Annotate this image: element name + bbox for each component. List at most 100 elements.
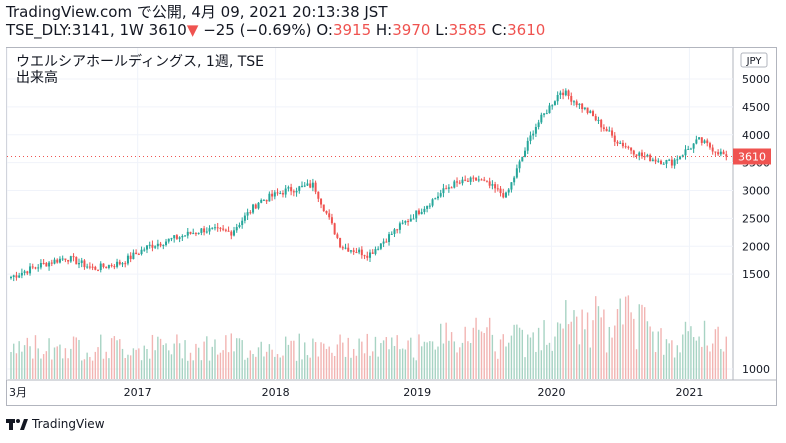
candle-body [208, 228, 211, 232]
candle-body [178, 237, 181, 239]
candle-body [404, 221, 407, 223]
volume-bar [298, 333, 300, 379]
candle-body [708, 143, 711, 148]
candle-body [695, 139, 698, 144]
footer-brand[interactable]: TradingView [32, 417, 105, 431]
candle-body [480, 179, 483, 181]
candle-body [450, 187, 453, 189]
volume-bar [516, 324, 518, 379]
candle-body [303, 185, 306, 187]
volume-bar [497, 358, 499, 379]
candle-body [287, 187, 290, 189]
candle-body [15, 275, 18, 278]
volume-bar [121, 348, 124, 379]
candle-body [265, 199, 268, 202]
volume-bar [396, 335, 398, 379]
candle-body [684, 149, 687, 156]
candle-body [485, 180, 488, 182]
volume-bar [70, 348, 72, 379]
volume-bar [222, 350, 224, 379]
volume-bar [611, 337, 613, 379]
candle-body [611, 130, 614, 136]
candle-body [676, 159, 679, 161]
open-label: O: [316, 21, 333, 39]
candle-body [121, 263, 124, 265]
candle-body [10, 276, 12, 279]
price-badge [733, 148, 771, 165]
candle-body [339, 237, 342, 248]
candle-body [570, 95, 573, 102]
volume-bar [605, 352, 608, 379]
volume-bar [336, 344, 339, 379]
candle-body [276, 192, 279, 194]
candle-body [181, 236, 184, 238]
volume-bar [393, 345, 396, 379]
volume-bar [535, 351, 537, 379]
candle-body [559, 92, 562, 95]
volume-bar [301, 359, 303, 379]
candle-body [494, 184, 497, 189]
candle-body [515, 168, 518, 178]
candle-body [148, 244, 151, 246]
volume-bar [195, 343, 197, 379]
volume-bar [197, 347, 200, 379]
volume-bar [456, 352, 458, 379]
candle-body [151, 244, 154, 248]
candle-body [426, 205, 429, 209]
candle-body [662, 163, 665, 165]
volume-bar [342, 342, 344, 379]
volume-bar [241, 340, 243, 379]
volume-bar [325, 348, 328, 379]
candle-body [632, 150, 635, 155]
volume-bar [42, 354, 45, 379]
volume-bar [363, 353, 366, 379]
volume-bar [524, 357, 526, 379]
candle-body [42, 262, 45, 264]
volume-bar [282, 355, 284, 379]
volume-bar [102, 358, 105, 379]
candle-body [374, 249, 377, 254]
candle-body [428, 205, 431, 207]
candle-body [184, 235, 187, 237]
volume-bar [401, 348, 404, 379]
volume-bar [189, 352, 192, 379]
volume-bar [529, 337, 532, 379]
volume-bar [306, 355, 309, 379]
volume-bar [132, 348, 135, 379]
volume-bar [711, 343, 714, 379]
candle-body [249, 212, 252, 214]
x-tick-label: 2019 [403, 386, 431, 399]
volume-bar [423, 341, 426, 379]
volume-bar [157, 336, 159, 379]
candle-body [330, 217, 333, 224]
chart-legend: ウエルシアホールディングス, 1週, TSE 出来高 [16, 54, 264, 86]
volume-bar [18, 341, 20, 379]
low-label: L: [435, 21, 449, 39]
candle-body [156, 243, 159, 247]
candle-body [613, 135, 616, 142]
volume-bar [382, 340, 385, 379]
volume-bar [274, 356, 276, 379]
candle-body [698, 137, 701, 140]
volume-bar [597, 306, 600, 379]
volume-bar [108, 358, 110, 379]
volume-bar [690, 326, 692, 379]
volume-bar [641, 304, 643, 379]
volume-bar [252, 353, 254, 379]
candles [10, 88, 728, 282]
volume-bar [13, 343, 15, 379]
candle-body [651, 159, 654, 162]
volume-bar [480, 331, 483, 379]
volume-bar [374, 336, 377, 379]
volume-bar [391, 337, 393, 379]
candle-body [711, 147, 714, 152]
volume-bar [410, 337, 412, 379]
volume-bar [584, 329, 586, 379]
candle-body [521, 156, 524, 162]
volume-bar [720, 348, 722, 379]
candle-body [670, 159, 673, 166]
candle-body [230, 231, 233, 236]
currency-badge [740, 52, 768, 68]
volume-bar [238, 338, 241, 379]
